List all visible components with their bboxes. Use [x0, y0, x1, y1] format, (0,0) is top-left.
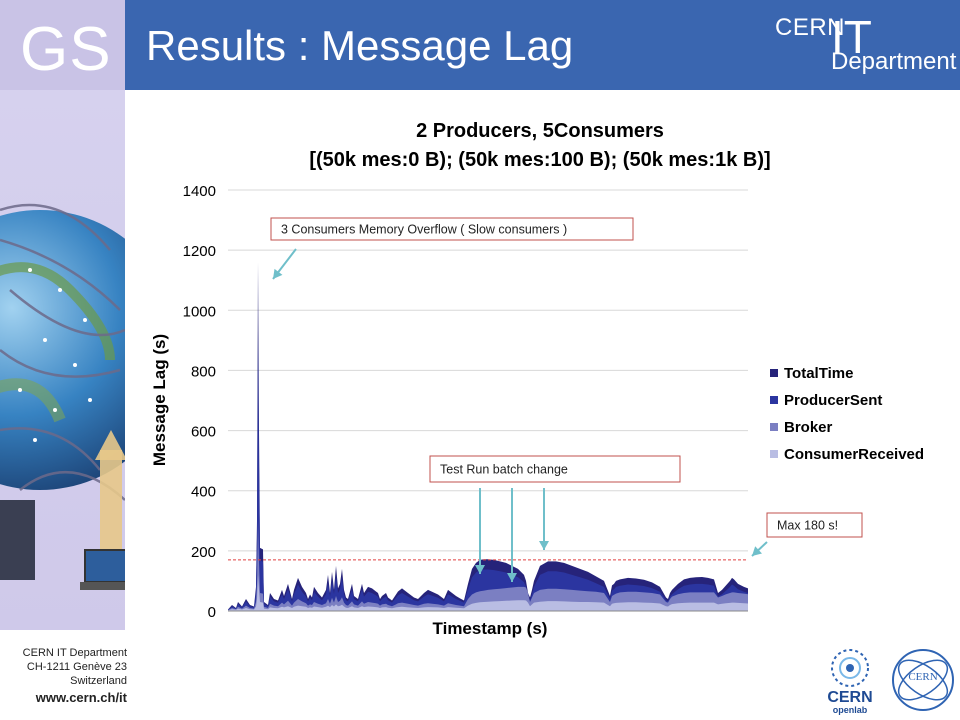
y-tick-label: 0: [208, 604, 216, 621]
annotation-box: [766, 512, 863, 538]
annotation-box: [429, 455, 681, 483]
annotation-text: Test Run batch change: [440, 463, 568, 477]
series-areas: [228, 262, 748, 611]
series-area-broker: [228, 520, 748, 611]
legend-entry: TotalTime: [784, 365, 853, 382]
legend-swatch: [770, 450, 778, 458]
cern-openlab-logo: CERN openlab: [827, 649, 873, 715]
chart-title: 2 Producers, 5Consumers: [416, 120, 664, 142]
partner-logos: CERN openlab CERN: [827, 649, 954, 715]
footer-line-1: CERN IT Department: [22, 647, 127, 659]
legend-entry: Broker: [784, 419, 833, 436]
gs-logo: GS: [20, 15, 112, 84]
annotation-arrowhead: [273, 268, 283, 279]
openlab-text: openlab: [833, 705, 868, 715]
footer-line-2: CH-1211 Genève 23: [26, 661, 127, 673]
legend-swatch: [770, 396, 778, 404]
legend-entry: ConsumerReceived: [784, 446, 924, 463]
brand-cern: CERN: [775, 14, 846, 41]
footer-line-3: Switzerland: [70, 675, 127, 687]
annotation-text: 3 Consumers Memory Overflow ( Slow consu…: [281, 223, 567, 237]
legend-swatch: [770, 423, 778, 431]
annotation-arrowhead: [507, 573, 517, 582]
x-axis-label: Timestamp (s): [433, 619, 548, 638]
y-tick-label: 600: [191, 424, 216, 441]
gridlines: [228, 189, 748, 612]
brand-department: Department: [831, 48, 957, 75]
annotation-arrowhead: [752, 546, 762, 556]
slide-title: Results : Message Lag: [146, 22, 574, 69]
annotation-box: [270, 217, 634, 241]
y-tick-label: 400: [191, 484, 216, 501]
slide-header: [0, 0, 960, 90]
series-area-totaltime: [228, 262, 748, 611]
y-tick-label: 800: [191, 363, 216, 380]
cern-it-department-logo: CERN IT Department: [775, 10, 957, 80]
y-tick-labels: 0 200 400 600 800 1000 1200 1400: [183, 183, 216, 621]
message-lag-chart: 2 Producers, 5Consumers [(50k mes:0 B); …: [150, 120, 924, 638]
footer-address: CERN IT Department CH-1211 Genève 23 Swi…: [0, 646, 127, 705]
cern-seal-text: CERN: [908, 671, 937, 683]
y-tick-label: 1400: [183, 183, 216, 200]
legend-swatch: [770, 369, 778, 377]
y-tick-label: 200: [191, 544, 216, 561]
annotations: 3 Consumers Memory Overflow ( Slow consu…: [270, 217, 863, 582]
footer-url-link[interactable]: www.cern.ch/it: [35, 690, 127, 705]
chart-subtitle: [(50k mes:0 B); (50k mes:100 B); (50k me…: [309, 149, 770, 171]
globe-illustration: [0, 203, 125, 590]
brand-it: IT: [831, 11, 872, 63]
cern-seal-logo: CERN: [892, 649, 954, 711]
gs-logo-block: GS: [0, 0, 125, 90]
series-area-consumerreceived: [228, 574, 748, 611]
legend: TotalTime ProducerSent Broker ConsumerRecei…: [770, 365, 924, 463]
annotation-arrowhead: [475, 565, 485, 574]
y-axis-label: Message Lag (s): [150, 334, 169, 466]
legend-entry: ProducerSent: [784, 392, 882, 409]
y-tick-label: 1000: [183, 303, 216, 320]
annotation-text: Max 180 s!: [777, 519, 838, 533]
openlab-cern-text: CERN: [827, 689, 872, 706]
y-tick-label: 1200: [183, 243, 216, 260]
annotation-arrowhead: [539, 541, 549, 550]
sidebar-globe-illustration: [0, 90, 125, 630]
